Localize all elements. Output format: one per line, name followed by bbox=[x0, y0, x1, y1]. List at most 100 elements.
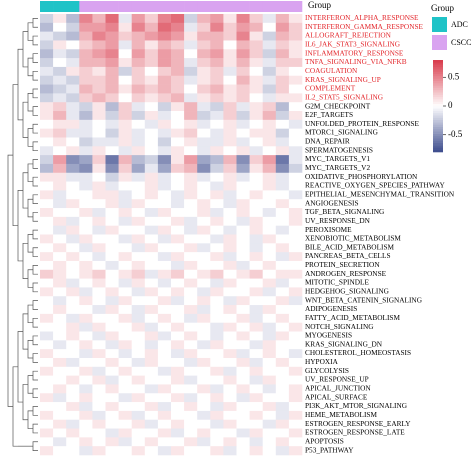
heat-cell bbox=[236, 58, 250, 68]
heat-cell bbox=[197, 305, 211, 315]
heat-cell bbox=[197, 93, 211, 103]
dendrogram bbox=[27, 198, 33, 218]
heat-cell bbox=[184, 375, 198, 385]
heat-cell bbox=[223, 216, 237, 226]
legend-title: Group bbox=[431, 3, 454, 13]
heat-cell bbox=[288, 402, 303, 412]
heat-cell bbox=[171, 410, 185, 421]
heat-cell bbox=[275, 269, 290, 279]
heat-cell bbox=[210, 384, 224, 394]
heat-cell bbox=[288, 393, 303, 403]
heat-cell bbox=[197, 163, 211, 174]
heat-cell bbox=[288, 49, 303, 59]
heat-cell bbox=[223, 446, 237, 456]
heat-cell bbox=[40, 111, 54, 121]
colorbar-step bbox=[433, 110, 443, 114]
colorbar-step bbox=[433, 85, 443, 88]
dendrogram bbox=[32, 123, 38, 134]
heat-cell bbox=[210, 119, 224, 129]
colorbar-step bbox=[433, 108, 443, 111]
heat-cell bbox=[262, 128, 277, 138]
heat-cell bbox=[249, 190, 263, 200]
heat-cell bbox=[288, 305, 303, 315]
heat-cell bbox=[105, 243, 119, 253]
heat-cell bbox=[157, 181, 172, 191]
heat-cell bbox=[262, 357, 277, 368]
heat-cell bbox=[262, 208, 277, 218]
colorbar-tick-label: 0.5 bbox=[448, 71, 460, 81]
heat-cell bbox=[157, 146, 172, 156]
heat-cell bbox=[184, 75, 198, 85]
heat-cell bbox=[275, 260, 290, 271]
row-label: IL2_STAT5_SIGNALING bbox=[305, 92, 384, 101]
colorbar-step bbox=[433, 142, 443, 146]
heat-cell bbox=[171, 393, 185, 403]
heat-cell bbox=[210, 437, 224, 447]
heat-cell bbox=[157, 14, 172, 24]
heat-cell bbox=[171, 137, 185, 147]
colorbar-step bbox=[433, 149, 443, 153]
heat-cell bbox=[210, 128, 224, 138]
heat-cell bbox=[236, 216, 250, 226]
heat-cell bbox=[92, 349, 106, 359]
heat-cell bbox=[53, 199, 67, 209]
heat-cell bbox=[223, 199, 237, 209]
row-label: INTERFERON_GAMMA_RESPONSE bbox=[305, 22, 424, 31]
heat-cell bbox=[171, 225, 185, 235]
dendrogram bbox=[32, 300, 38, 310]
heat-cell bbox=[249, 366, 263, 376]
heat-cell bbox=[249, 313, 263, 323]
heat-cell bbox=[210, 331, 224, 341]
heat-cell bbox=[262, 393, 277, 403]
heat-cell bbox=[157, 349, 172, 359]
heat-cell bbox=[144, 137, 159, 147]
heat-cell bbox=[79, 234, 93, 244]
heat-cell bbox=[236, 331, 250, 341]
heat-cell bbox=[131, 287, 146, 297]
heat-cell bbox=[197, 357, 211, 368]
heat-cell bbox=[184, 208, 198, 218]
dendrogram bbox=[22, 313, 28, 350]
heat-cell bbox=[105, 322, 119, 332]
heat-cell bbox=[40, 402, 54, 412]
heat-cell bbox=[223, 357, 237, 368]
heat-cell bbox=[288, 278, 303, 288]
row-label: ADIPOGENESIS bbox=[305, 304, 357, 313]
heat-cell bbox=[53, 322, 67, 332]
heat-cell bbox=[66, 402, 80, 412]
heat-cell bbox=[105, 111, 119, 121]
heat-cell bbox=[210, 305, 224, 315]
colorbar-tick-label: 0 bbox=[448, 100, 453, 110]
heat-cell bbox=[53, 58, 67, 68]
dendrogram bbox=[27, 410, 33, 429]
heat-cell bbox=[40, 269, 54, 279]
group-cell bbox=[223, 1, 237, 12]
heat-cell bbox=[275, 137, 290, 147]
heat-cell bbox=[171, 287, 185, 297]
heat-cell bbox=[197, 49, 211, 59]
heat-cell bbox=[40, 208, 54, 218]
heat-cell bbox=[105, 410, 119, 421]
heat-cell bbox=[197, 313, 211, 323]
heat-cell bbox=[118, 14, 132, 24]
heat-cell bbox=[53, 375, 67, 385]
heat-cell bbox=[236, 75, 250, 85]
dendrogram bbox=[32, 423, 38, 434]
heat-cell bbox=[171, 252, 185, 262]
heat-cell bbox=[275, 190, 290, 200]
heat-cell bbox=[249, 305, 263, 315]
heat-cell bbox=[92, 14, 106, 24]
heat-cell bbox=[223, 137, 237, 147]
heat-cell bbox=[236, 128, 250, 138]
row-label: MTORC1_SIGNALING bbox=[305, 128, 379, 137]
heat-cell bbox=[92, 102, 106, 112]
heat-cell bbox=[40, 305, 54, 315]
heat-cell bbox=[184, 366, 198, 376]
heat-cell bbox=[236, 119, 250, 129]
heat-cell bbox=[144, 287, 159, 297]
heat-cell bbox=[184, 287, 198, 297]
dendrogram bbox=[32, 335, 38, 346]
heat-cell bbox=[262, 172, 277, 182]
heat-cell bbox=[236, 313, 250, 323]
legend-swatch bbox=[432, 35, 447, 50]
